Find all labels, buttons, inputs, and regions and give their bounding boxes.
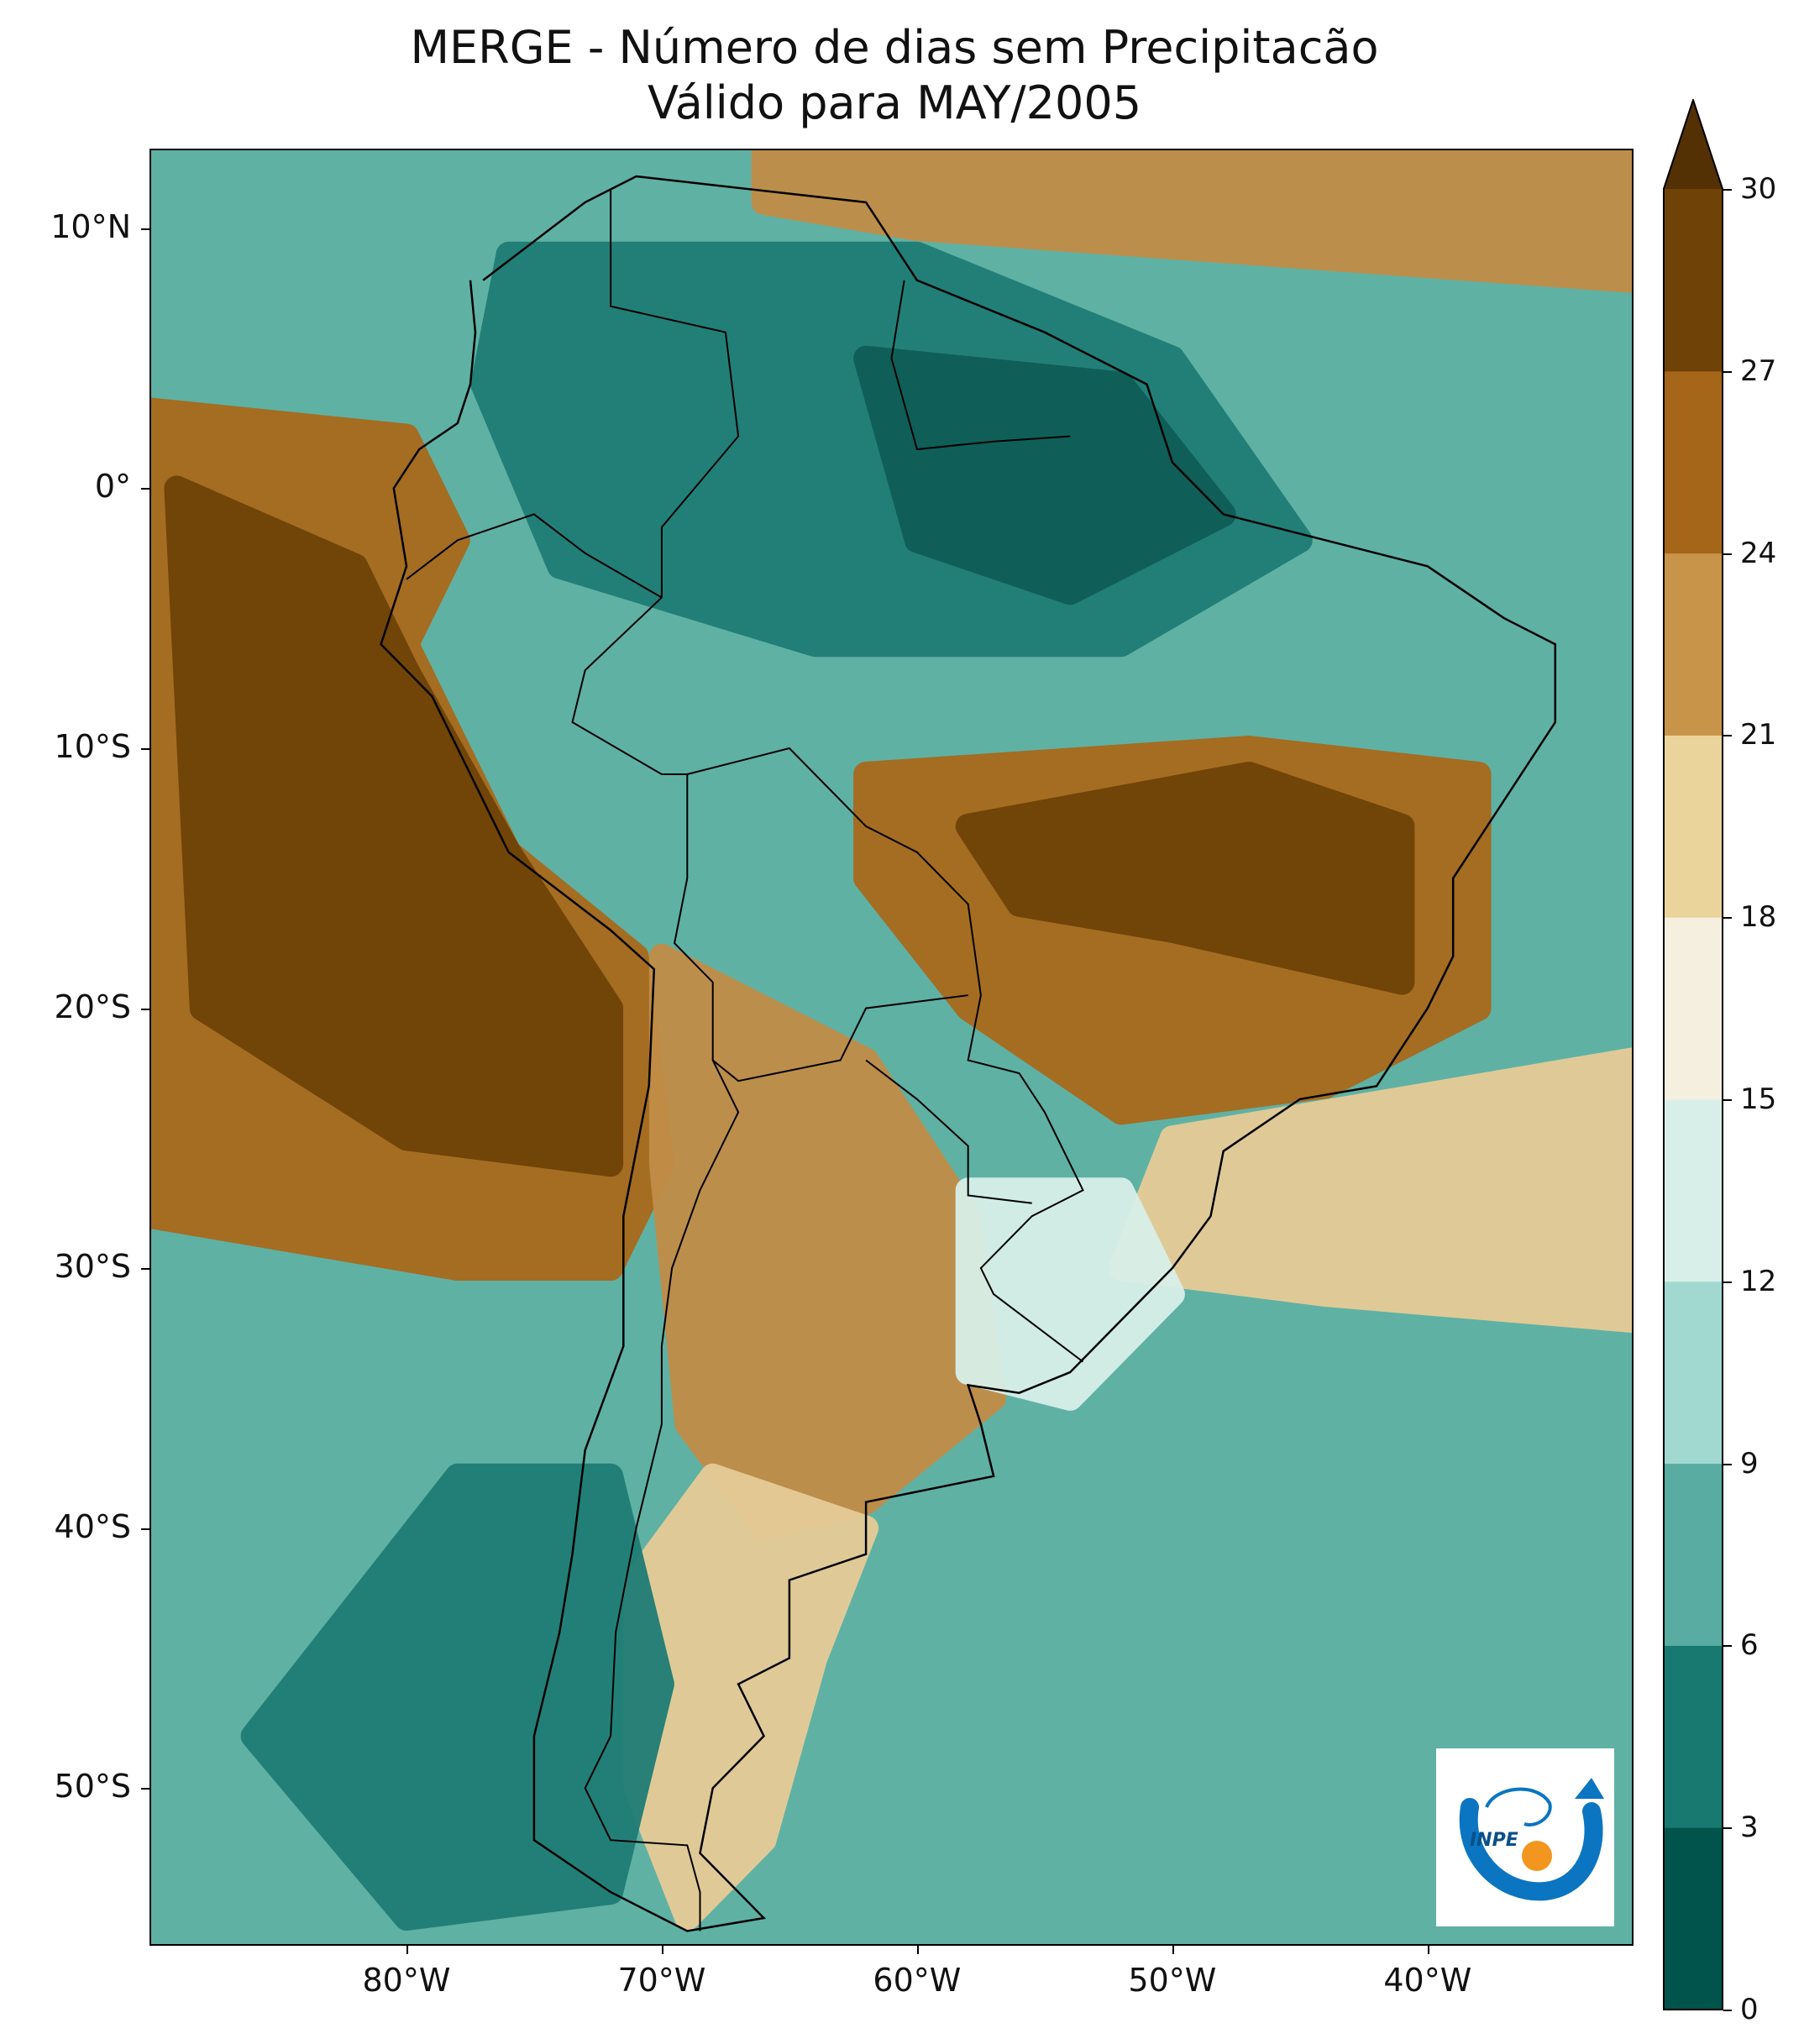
region-uruguay-pale [955, 1177, 1185, 1411]
colorbar-segment [1663, 917, 1723, 1100]
lon-tick-mark [1427, 1946, 1429, 1954]
colorbar-tick-mark [1723, 1463, 1732, 1465]
inpe-logo-icon: INPE [1459, 1778, 1604, 1901]
lon-tick-label: 70°W [617, 1962, 706, 1999]
colorbar-tick-mark [1723, 1281, 1732, 1283]
lat-tick-label: 0° [94, 468, 131, 506]
lat-tick-mark [141, 1528, 149, 1530]
lon-tick-label: 50°W [1128, 1962, 1217, 1999]
region-amazon-core [853, 345, 1236, 605]
country-border-0 [610, 189, 740, 598]
colorbar-segment [1663, 1463, 1723, 1646]
lon-tick-mark [406, 1946, 408, 1954]
lon-tick-label: 60°W [873, 1962, 962, 1999]
colorbar-tick-label: 21 [1740, 718, 1777, 752]
region-caribbean-dry [751, 150, 1632, 293]
colorbar [1663, 99, 1723, 2010]
country-border-2 [571, 596, 1084, 1363]
colorbar-segment [1663, 735, 1723, 918]
colorbar-tick-label: 0 [1740, 1993, 1759, 2026]
colorbar-tick-label: 9 [1740, 1446, 1759, 1481]
lat-tick-mark [141, 1268, 149, 1271]
lat-tick-label: 30°S [54, 1248, 131, 1286]
colorbar-tick-label: 30 [1740, 172, 1777, 206]
lat-tick-label: 20°S [54, 988, 131, 1025]
lat-tick-mark [141, 488, 149, 490]
lon-tick-label: 40°W [1383, 1962, 1472, 1999]
lat-tick-label: 10°N [50, 207, 131, 245]
colorbar-tick-mark [1723, 553, 1732, 555]
colorbar-tick-mark [1723, 1827, 1732, 1830]
lat-tick-label: 40°S [54, 1507, 131, 1545]
coastline [380, 175, 1557, 1932]
title-line-2: Válido para MAY/2005 [647, 76, 1142, 129]
colorbar-tick-mark [1723, 1645, 1732, 1648]
colorbar-segment [1663, 1099, 1723, 1282]
colorbar-tick-mark [1723, 735, 1732, 737]
colorbar-tick-mark [1723, 2010, 1732, 2011]
lon-tick-mark [916, 1946, 919, 1954]
country-border-6 [584, 1060, 740, 1931]
map-canvas [151, 150, 1632, 1944]
colorbar-tick-mark [1723, 917, 1732, 920]
lat-tick-label: 50°S [54, 1768, 131, 1806]
colorbar-extend-arrow [1663, 99, 1723, 189]
colorbar-segment [1663, 1645, 1723, 1828]
colorbar-tick-label: 15 [1740, 1082, 1777, 1116]
country-border-1 [890, 280, 1071, 451]
colorbar-segment [1663, 1827, 1723, 2010]
map-panel [149, 149, 1634, 1946]
lon-tick-mark [1172, 1946, 1174, 1954]
lat-tick-mark [141, 1788, 149, 1790]
region-central-brazil-core [955, 762, 1415, 995]
colorbar-tick-mark [1723, 189, 1732, 191]
region-pacific-core [164, 475, 624, 1177]
colorbar-segment [1663, 189, 1723, 372]
lat-tick-mark [141, 228, 149, 230]
inpe-logo: INPE [1436, 1748, 1614, 1926]
colorbar-segment [1663, 553, 1723, 736]
colorbar-tick-label: 6 [1740, 1628, 1759, 1663]
map-title: MERGE - Número de dias sem Precipitacão … [151, 20, 1638, 131]
lat-tick-label: 10°S [54, 728, 131, 765]
lat-tick-mark [141, 748, 149, 750]
colorbar-tick-mark [1723, 370, 1732, 373]
colorbar-tick-label: 3 [1740, 1811, 1759, 1845]
colorbar-tick-label: 27 [1740, 354, 1777, 388]
lat-tick-mark [141, 1008, 149, 1010]
colorbar-tick-mark [1723, 1099, 1732, 1101]
title-line-1: MERGE - Número de dias sem Precipitacão [410, 21, 1379, 74]
colorbar-tick-label: 18 [1740, 900, 1777, 935]
lon-tick-label: 80°W [362, 1962, 451, 1999]
colorbar-tick-label: 12 [1740, 1264, 1777, 1298]
colorbar-segment [1663, 370, 1723, 554]
lon-tick-mark [661, 1946, 663, 1954]
country-border-3 [406, 513, 663, 599]
colorbar-segment [1663, 1281, 1723, 1465]
colorbar-outline [1663, 99, 1723, 2010]
svg-text:INPE: INPE [1470, 1830, 1518, 1851]
country-border-5 [865, 1059, 1032, 1204]
colorbar-tick-label: 24 [1740, 536, 1777, 570]
